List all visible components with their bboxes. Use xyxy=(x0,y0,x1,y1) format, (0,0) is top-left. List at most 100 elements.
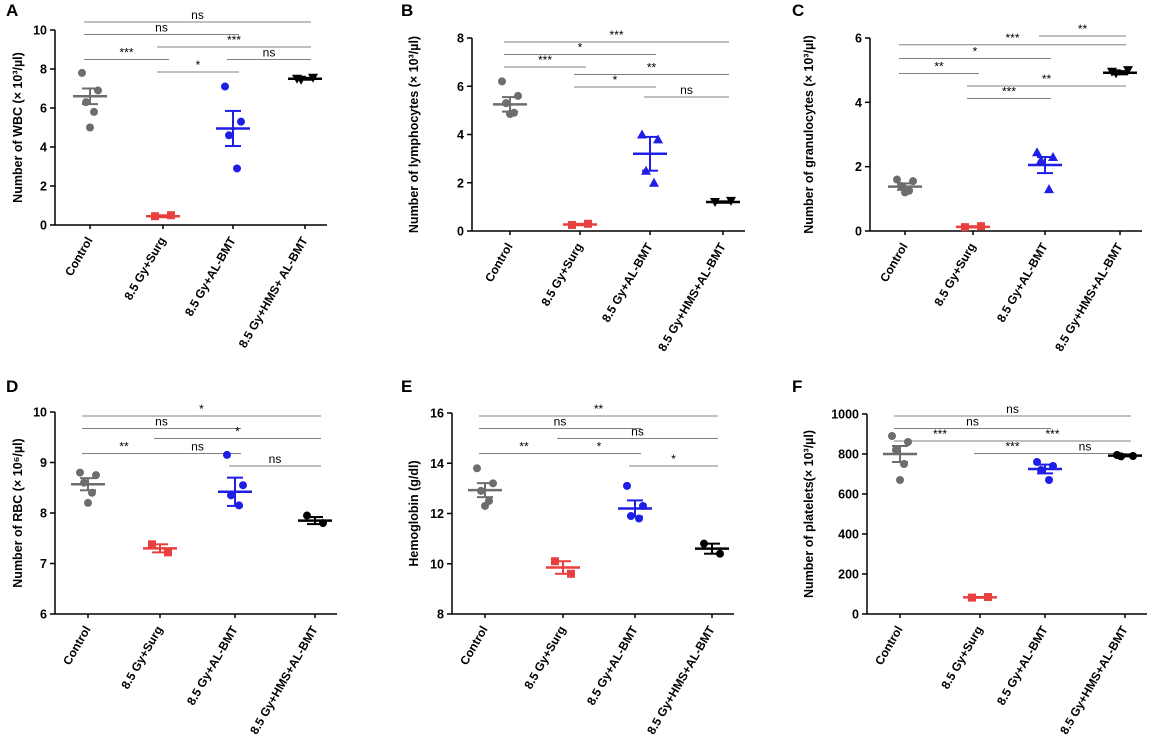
data-point xyxy=(233,164,241,173)
data-point xyxy=(1049,462,1057,470)
data-point xyxy=(82,98,90,107)
data-point xyxy=(567,569,575,578)
y-tick-label: 8 xyxy=(40,63,47,77)
significance-label: *** xyxy=(1005,31,1019,45)
data-point xyxy=(237,117,245,126)
data-point xyxy=(80,478,88,487)
data-point xyxy=(90,107,98,116)
data-point xyxy=(888,432,896,440)
data-point xyxy=(1044,184,1054,194)
x-tick-label: 8.5 Gy+AL-BMT xyxy=(599,240,656,325)
y-tick-label: 2 xyxy=(40,180,47,194)
y-tick-label: 14 xyxy=(430,457,444,471)
x-tick-label: Control xyxy=(877,241,910,285)
data-point xyxy=(502,99,510,108)
data-point xyxy=(88,488,96,497)
data-point xyxy=(1037,466,1045,474)
group-3 xyxy=(695,539,729,558)
y-axis-title: Number of WBC (× 10³/µl) xyxy=(11,52,25,203)
significance-label: ns xyxy=(631,425,644,439)
significance-label: * xyxy=(196,58,201,72)
x-tick-label: 8.5 Gy+Surg xyxy=(931,241,978,309)
panel-label: B xyxy=(401,1,413,20)
y-tick-label: 6 xyxy=(40,102,47,116)
group-3 xyxy=(298,511,332,528)
y-tick-label: 200 xyxy=(838,568,859,582)
data-point xyxy=(568,220,576,229)
significance-label: ** xyxy=(934,60,944,74)
group-0 xyxy=(883,432,917,484)
y-tick-label: 0 xyxy=(457,225,464,239)
y-axis-title: Number of RBC (× 10⁶/µl) xyxy=(11,438,25,587)
y-tick-label: 4 xyxy=(855,96,862,110)
y-tick-label: 800 xyxy=(838,448,859,462)
significance-label: ns xyxy=(1006,402,1019,416)
group-2 xyxy=(1028,458,1062,484)
data-point xyxy=(164,548,172,557)
significance-label: ** xyxy=(119,440,129,454)
x-tick-label: Control xyxy=(60,624,93,668)
group-0 xyxy=(493,77,527,118)
significance-label: ** xyxy=(1078,22,1088,36)
significance-label: * xyxy=(597,440,602,454)
data-point xyxy=(901,188,909,197)
significance-label: * xyxy=(613,73,618,87)
data-point xyxy=(649,177,659,187)
data-point xyxy=(623,481,631,490)
x-tick-label: 8.5 Gy+HMS+AL-BMT xyxy=(1052,240,1126,354)
data-point xyxy=(303,511,311,520)
group-3 xyxy=(288,73,322,85)
significance-label: ns xyxy=(155,21,168,35)
data-point xyxy=(909,177,917,186)
data-point xyxy=(167,211,175,220)
significance-label: * xyxy=(973,45,978,59)
group-1 xyxy=(146,211,180,221)
data-point xyxy=(716,549,724,558)
group-1 xyxy=(956,222,990,232)
y-tick-label: 6 xyxy=(855,32,862,46)
y-tick-label: 2 xyxy=(457,176,464,190)
significance-label: ns xyxy=(263,46,276,60)
data-point xyxy=(92,471,100,480)
panel-label: D xyxy=(6,377,18,396)
panel-label: C xyxy=(792,1,804,20)
x-tick-label: 8.5 Gy+AL-BMT xyxy=(584,623,641,708)
significance-label: ** xyxy=(594,402,604,416)
data-point xyxy=(1111,69,1121,79)
data-point xyxy=(896,476,904,484)
data-point xyxy=(710,198,720,208)
y-tick-label: 2 xyxy=(855,160,862,174)
data-point xyxy=(984,593,992,601)
data-point xyxy=(227,491,235,500)
panel-C: C Number of granulocytes (× 10³/µl) 0 2 4 6 Co… xyxy=(792,1,1142,354)
significance-label: *** xyxy=(119,46,133,60)
x-tick-label: 8.5 Gy+Surg xyxy=(938,624,985,692)
y-tick-label: 6 xyxy=(457,80,464,94)
data-point xyxy=(148,540,156,549)
panel-label: F xyxy=(792,377,802,396)
significance-label: ** xyxy=(1042,72,1052,86)
x-tick-label: 8.5 Gy+HMS+AL-BMT xyxy=(247,623,321,737)
group-3 xyxy=(1108,451,1142,461)
data-point xyxy=(76,468,84,477)
data-point xyxy=(1123,66,1133,76)
x-tick-label: 8.5 Gy+HMS+AL-BMT xyxy=(644,623,718,737)
significance-label: *** xyxy=(538,53,552,67)
x-tick-label: Control xyxy=(457,624,490,668)
significance-label: *** xyxy=(1045,427,1059,441)
data-point xyxy=(897,181,905,190)
data-point xyxy=(1032,147,1042,157)
data-point xyxy=(900,460,908,468)
data-point xyxy=(584,219,592,228)
y-tick-label: 0 xyxy=(40,219,47,233)
data-point xyxy=(94,86,102,95)
panel-D: D Number of RBC (× 10⁶/µl) 6 7 8 9 10 Control 8.… xyxy=(6,377,337,737)
significance-label: * xyxy=(578,41,583,55)
x-tick-label: 8.5 Gy+AL-BMT xyxy=(994,240,1051,325)
data-point xyxy=(489,479,497,488)
group-2 xyxy=(633,129,667,187)
significance-label: * xyxy=(199,402,204,416)
significance-label: *** xyxy=(227,33,241,47)
y-tick-label: 7 xyxy=(40,557,47,571)
